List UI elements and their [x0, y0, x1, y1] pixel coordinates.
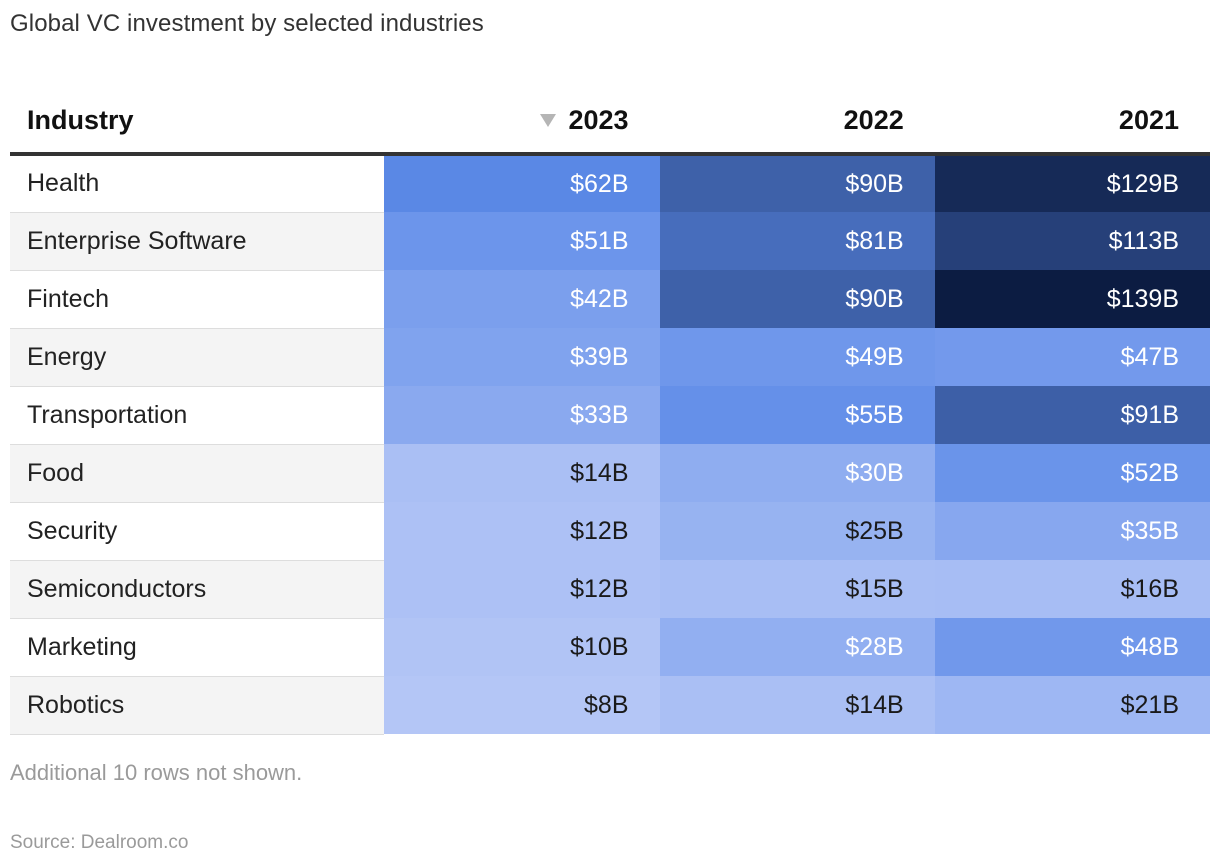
industry-name-cell: Robotics	[10, 676, 385, 735]
value-cell-2022: $15B	[659, 560, 935, 618]
chart-title: Global VC investment by selected industr…	[10, 10, 484, 37]
value-cell-2022: $14B	[659, 676, 935, 734]
table-body: Health $62B $90B $129B Enterprise Software $5…	[10, 154, 1210, 735]
value-cell-2022: $90B	[659, 154, 935, 212]
value-cell-2023: $12B	[384, 560, 660, 618]
value-cell-2023: $12B	[384, 502, 660, 560]
table-row: Robotics $8B $14B $21B	[10, 676, 1210, 735]
value-cell-2021: $16B	[934, 560, 1210, 618]
value-cell-2021: $52B	[934, 444, 1210, 502]
value-cell-2022: $28B	[659, 618, 935, 676]
column-header-2023[interactable]: 2023	[384, 88, 660, 156]
industry-name-cell: Energy	[10, 328, 385, 387]
value-cell-2021: $113B	[934, 212, 1210, 270]
table-header-row: Industry 2023 2022 2021	[10, 88, 1210, 156]
value-cell-2023: $8B	[384, 676, 660, 734]
industry-name-cell: Transportation	[10, 386, 385, 445]
column-header-label: 2023	[568, 104, 629, 135]
value-cell-2022: $55B	[659, 386, 935, 444]
value-cell-2023: $39B	[384, 328, 660, 386]
value-cell-2021: $48B	[934, 618, 1210, 676]
value-cell-2022: $30B	[659, 444, 935, 502]
value-cell-2021: $21B	[934, 676, 1210, 734]
rows-hidden-note: Additional 10 rows not shown.	[10, 760, 303, 785]
industry-name-cell: Marketing	[10, 618, 385, 677]
value-cell-2021: $35B	[934, 502, 1210, 560]
value-cell-2022: $81B	[659, 212, 935, 270]
value-cell-2023: $33B	[384, 386, 660, 444]
value-cell-2023: $62B	[384, 154, 660, 212]
column-header-2022[interactable]: 2022	[659, 88, 935, 156]
column-header-2021[interactable]: 2021	[934, 88, 1210, 156]
table-row: Energy $39B $49B $47B	[10, 328, 1210, 387]
industry-name-cell: Semiconductors	[10, 560, 385, 619]
table-row: Enterprise Software $51B $81B $113B	[10, 212, 1210, 271]
table-row: Security $12B $25B $35B	[10, 502, 1210, 561]
industry-name-cell: Enterprise Software	[10, 212, 385, 271]
value-cell-2021: $129B	[934, 154, 1210, 212]
heatmap-table: Industry 2023 2022 2021 Health $62B $90B $1…	[10, 88, 1210, 735]
value-cell-2023: $51B	[384, 212, 660, 270]
column-header-industry[interactable]: Industry	[10, 88, 385, 156]
table-row: Fintech $42B $90B $139B	[10, 270, 1210, 329]
table-row: Transportation $33B $55B $91B	[10, 386, 1210, 445]
value-cell-2023: $14B	[384, 444, 660, 502]
value-cell-2021: $139B	[934, 270, 1210, 328]
value-cell-2021: $91B	[934, 386, 1210, 444]
value-cell-2022: $90B	[659, 270, 935, 328]
source-note: Source: Dealroom.co	[10, 832, 189, 853]
value-cell-2021: $47B	[934, 328, 1210, 386]
value-cell-2023: $10B	[384, 618, 660, 676]
value-cell-2022: $49B	[659, 328, 935, 386]
table-row: Semiconductors $12B $15B $16B	[10, 560, 1210, 619]
industry-name-cell: Food	[10, 444, 385, 503]
table-row: Food $14B $30B $52B	[10, 444, 1210, 503]
industry-name-cell: Security	[10, 502, 385, 561]
sort-descending-icon	[540, 113, 557, 127]
value-cell-2022: $25B	[659, 502, 935, 560]
industry-name-cell: Health	[10, 154, 385, 213]
industry-name-cell: Fintech	[10, 270, 385, 329]
table-row: Marketing $10B $28B $48B	[10, 618, 1210, 677]
table-row: Health $62B $90B $129B	[10, 154, 1210, 213]
value-cell-2023: $42B	[384, 270, 660, 328]
